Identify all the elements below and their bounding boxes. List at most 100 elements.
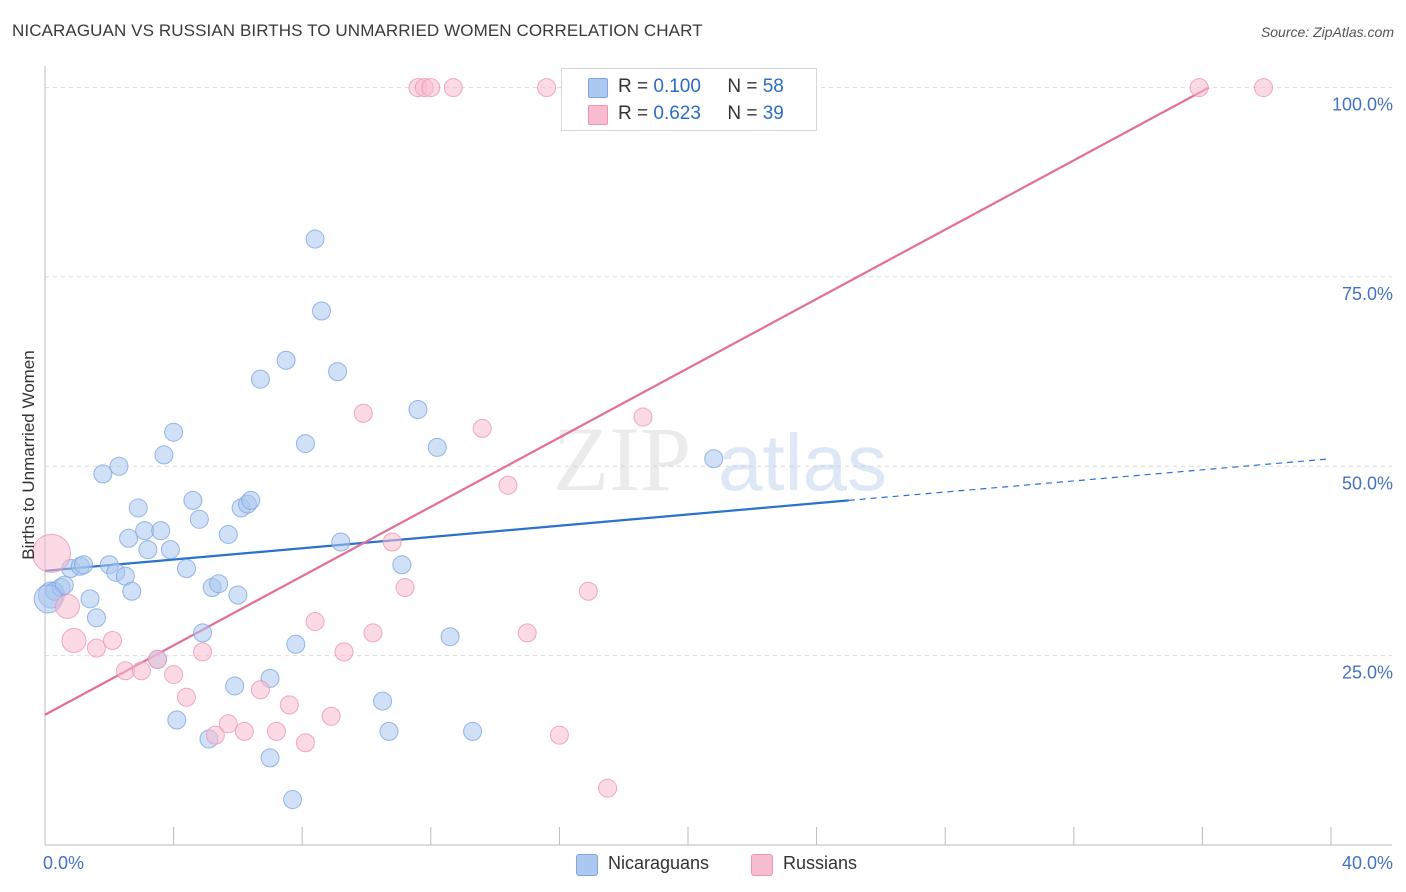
nicaraguan-point-30: [225, 676, 245, 696]
russian-point-7: [148, 649, 168, 669]
russian-point-5: [115, 661, 135, 681]
nicaraguan-point-38: [286, 634, 306, 654]
russian-point-29: [472, 418, 492, 438]
trend-line-nicaraguans: [44, 499, 849, 572]
nicaraguan-point-54: [260, 748, 280, 768]
nicaraguan-point-41: [311, 301, 331, 321]
russian-point-4: [103, 630, 123, 650]
bottom-legend-swatch-pink: [751, 854, 773, 876]
russian-point-11: [205, 725, 225, 745]
chart-title: NICARAGUAN VS RUSSIAN BIRTHS TO UNMARRIE…: [12, 21, 703, 40]
legend-swatch-pink: [588, 105, 608, 125]
y-axis-label: Births to Unmarried Women: [19, 350, 38, 559]
russian-point-22: [363, 623, 383, 643]
russian-point-8: [164, 665, 184, 685]
nicaraguan-point-46: [392, 555, 412, 575]
watermark: ZIP atlas: [553, 408, 887, 510]
nicaraguan-point-16: [128, 498, 148, 518]
legend-stats-blue: R = 0.100 N = 58: [618, 76, 784, 97]
nicaraguan-point-9: [93, 464, 113, 484]
nicaraguan-point-52: [167, 710, 187, 730]
nicaraguan-point-45: [379, 721, 399, 741]
russian-point-23: [382, 532, 402, 552]
russian-point-19: [321, 706, 341, 726]
nicaraguan-point-34: [241, 490, 261, 510]
x-tick-label-max: 40.0%: [1342, 853, 1393, 873]
nicaraguan-point-39: [295, 434, 315, 454]
russian-point-32: [537, 78, 557, 98]
x-tick-label-min: 0.0%: [43, 853, 84, 873]
russian-point-0: [31, 533, 71, 573]
nicaraguan-point-17: [135, 521, 155, 541]
nicaraguan-point-31: [228, 585, 248, 605]
nicaraguan-point-37: [276, 350, 296, 370]
nicaraguan-point-44: [373, 691, 393, 711]
russian-point-14: [250, 680, 270, 700]
russian-point-15: [266, 721, 286, 741]
nicaraguan-point-18: [138, 540, 158, 560]
nicaraguan-point-28: [209, 574, 229, 594]
trend-line-extension-nicaraguans: [848, 458, 1332, 501]
russian-point-34: [578, 581, 598, 601]
russian-point-1: [55, 593, 81, 619]
nicaraguan-point-21: [160, 540, 180, 560]
nicaraguan-point-55: [283, 790, 303, 810]
nicaraguan-point-22: [164, 422, 184, 442]
y-tick-label-100: 100.0%: [1332, 95, 1393, 115]
russian-point-31: [517, 623, 537, 643]
russian-point-21: [353, 403, 373, 423]
nicaraguan-point-6: [74, 555, 94, 575]
nicaraguan-point-19: [151, 521, 171, 541]
y-tick-label-50: 50.0%: [1342, 473, 1393, 493]
russian-point-28: [443, 78, 463, 98]
watermark-zip: ZIP: [553, 408, 691, 510]
nicaraguan-point-50: [463, 721, 483, 741]
legend-stats-pink: R = 0.623 N = 39: [618, 103, 784, 124]
axes: [44, 66, 1392, 846]
source-label: Source: ZipAtlas.com: [1260, 24, 1394, 40]
nicaraguan-point-8: [86, 608, 106, 628]
data-points: [31, 78, 1273, 810]
nicaraguan-point-43: [331, 532, 351, 552]
bottom-legend-swatch-blue: [576, 854, 598, 876]
russian-point-37: [1189, 78, 1209, 98]
russian-point-33: [549, 725, 569, 745]
trend-line-russians: [44, 86, 1210, 716]
y-tick-label-25: 25.0%: [1342, 663, 1393, 683]
russian-point-10: [193, 642, 213, 662]
bottom-legend-label-russians: Russians: [783, 853, 858, 873]
russian-point-20: [334, 642, 354, 662]
russian-point-9: [176, 687, 196, 707]
legend: R = 0.100 N = 58 R = 0.623 N = 39: [561, 68, 817, 131]
nicaraguan-point-42: [328, 362, 348, 382]
russian-point-24: [395, 577, 415, 597]
bottom-legend-label-nicaraguans: Nicaraguans: [608, 853, 710, 873]
russian-point-18: [305, 612, 325, 632]
nicaraguan-point-51: [704, 449, 724, 469]
nicaraguan-point-40: [305, 229, 325, 249]
russian-point-35: [598, 778, 618, 798]
russian-point-27: [421, 78, 441, 98]
russian-point-30: [498, 475, 518, 495]
russian-point-17: [295, 733, 315, 753]
russian-point-36: [633, 407, 653, 427]
nicaraguan-point-20: [154, 445, 174, 465]
russian-point-6: [131, 661, 151, 681]
russian-point-13: [234, 721, 254, 741]
nicaraguan-point-24: [183, 490, 203, 510]
trend-lines: [44, 86, 1332, 716]
nicaraguan-point-14: [119, 528, 139, 548]
nicaraguan-point-49: [440, 627, 460, 647]
nicaraguan-point-23: [176, 559, 196, 579]
nicaraguan-point-25: [189, 509, 209, 529]
russian-point-16: [279, 695, 299, 715]
nicaraguan-point-48: [427, 437, 447, 457]
russian-point-3: [86, 638, 106, 658]
nicaraguan-point-7: [80, 589, 100, 609]
nicaraguan-point-47: [408, 399, 428, 419]
russian-point-2: [61, 627, 87, 653]
nicaraguan-point-12: [109, 456, 129, 476]
nicaraguan-point-26: [193, 623, 213, 643]
y-tick-label-75: 75.0%: [1342, 284, 1393, 304]
